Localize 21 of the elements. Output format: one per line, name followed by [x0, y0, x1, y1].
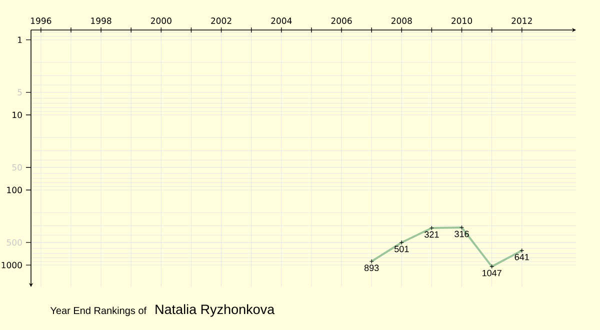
- x-tick-label: 2004: [271, 18, 292, 24]
- y-tick-label: 1000: [2, 262, 22, 268]
- x-tick-label: 2002: [211, 18, 232, 24]
- y-tick-label: 1: [18, 36, 22, 43]
- x-tick-label: 2006: [331, 18, 352, 24]
- data-label: 321: [424, 231, 439, 238]
- y-tick-label: 10: [12, 112, 22, 118]
- text: Year End Rankings of: [50, 306, 147, 316]
- x-tick-label: 2000: [150, 18, 172, 24]
- data-label: 316: [454, 230, 469, 238]
- data-label: 1047: [482, 270, 502, 276]
- y-tick-label: 100: [7, 186, 22, 194]
- data-label: 893: [364, 264, 379, 272]
- x-tick-label: 2012: [512, 18, 532, 24]
- x-tick-label: 1998: [91, 18, 112, 24]
- x-tick-label: 2010: [452, 18, 472, 24]
- x-tick-label: 1996: [31, 18, 52, 24]
- data-label: 501: [394, 246, 409, 252]
- data-label: 641: [514, 254, 529, 260]
- x-tick-label: 2008: [391, 18, 412, 24]
- text: Natalia Ryzhonkova: [156, 304, 275, 317]
